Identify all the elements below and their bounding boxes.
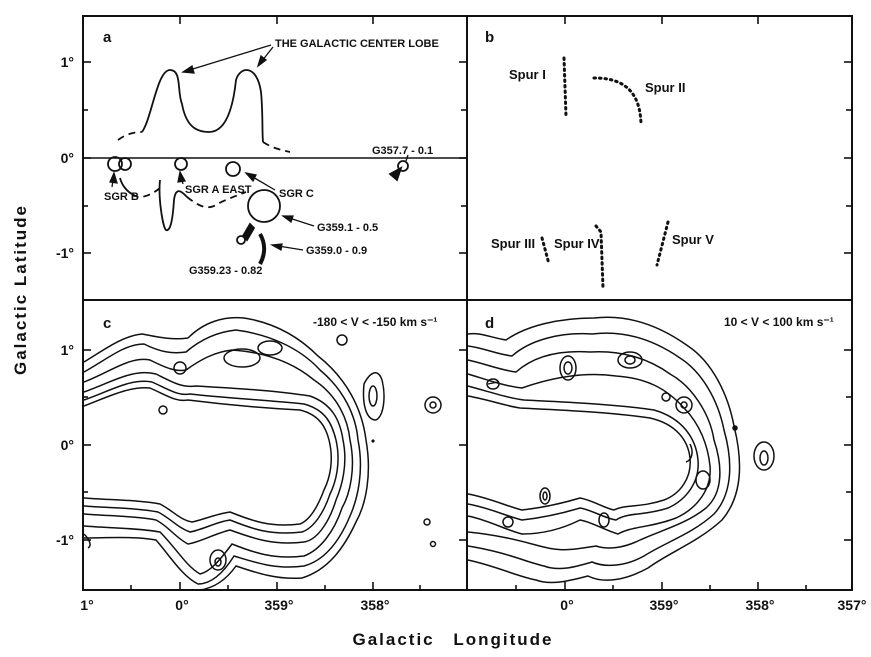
panel-d-cloud-contours bbox=[467, 316, 741, 584]
spur-3-trace bbox=[540, 236, 551, 266]
spur-2-label: Spur II bbox=[645, 80, 685, 95]
panel-frames bbox=[82, 15, 853, 591]
x-axis-title: Galactic Longitude bbox=[352, 630, 554, 649]
panel-d: d 10 < V < 100 km s⁻¹ bbox=[467, 315, 834, 584]
lon-tick-left-358: 358° bbox=[361, 597, 390, 613]
g359-1-marker bbox=[247, 189, 281, 223]
spur-3-label: Spur III bbox=[491, 236, 535, 251]
panel-d-small-contours bbox=[486, 351, 775, 528]
g359-1-label: G359.1 - 0.5 bbox=[317, 222, 378, 234]
panel-b: b Spur I Spur II Spur III Spur IV Spur V bbox=[485, 29, 714, 290]
lon-tick-right-0: 0° bbox=[560, 597, 573, 613]
panel-c: c -180 < V < -150 km s⁻¹ bbox=[83, 315, 442, 591]
panel-a: a THE GALACTIC CEN bbox=[83, 29, 467, 277]
panel-d-velocity: 10 < V < 100 km s⁻¹ bbox=[724, 315, 834, 329]
lobe-lower-solid bbox=[119, 177, 188, 231]
lon-tick-right-358: 358° bbox=[746, 597, 775, 613]
lat-tick-a-0: 0° bbox=[61, 150, 74, 166]
sgr-b-label: SGR B bbox=[104, 191, 139, 203]
sgr-b2-marker bbox=[118, 157, 132, 171]
sgr-a-east-marker bbox=[174, 157, 188, 171]
panel-c-small-contours bbox=[83, 334, 442, 571]
spur-4-trace bbox=[594, 224, 605, 290]
source-markers bbox=[107, 156, 409, 265]
panel-d-letter: d bbox=[485, 315, 494, 332]
g359-23-marker bbox=[236, 235, 246, 245]
g357-wedge bbox=[388, 166, 403, 182]
g359-23-label: G359.23 - 0.82 bbox=[189, 265, 262, 277]
g359-0-label: G359.0 - 0.9 bbox=[306, 245, 367, 257]
panel-a-labels: THE GALACTIC CENTER LOBE SGR B SGR A EAS… bbox=[104, 38, 439, 277]
spur-5-label: Spur V bbox=[672, 232, 714, 247]
panel-c-cloud-contours bbox=[83, 316, 370, 591]
sgr-a-east-label: SGR A EAST bbox=[185, 184, 252, 196]
spur-2-trace bbox=[592, 76, 643, 126]
lat-tick-c-p1: 1° bbox=[61, 342, 74, 358]
g357-label: G357.7 - 0.1 bbox=[372, 145, 433, 157]
sgr-c-label: SGR C bbox=[279, 188, 314, 200]
panel-a-letter: a bbox=[103, 29, 112, 46]
lobe-lower-dashed bbox=[131, 187, 247, 209]
panel-c-letter: c bbox=[103, 315, 111, 332]
lobe-upper-dashed bbox=[117, 131, 291, 153]
panel-b-letter: b bbox=[485, 29, 494, 46]
lon-tick-left-359: 359° bbox=[265, 597, 294, 613]
lat-tick-a-m1: -1° bbox=[56, 245, 74, 261]
panel-c-velocity: -180 < V < -150 km s⁻¹ bbox=[313, 315, 437, 329]
g357-marker bbox=[397, 160, 409, 172]
lobe-label: THE GALACTIC CENTER LOBE bbox=[275, 38, 439, 50]
lat-tick-a-p1: 1° bbox=[61, 54, 74, 70]
lon-tick-right-357: 357° bbox=[838, 597, 867, 613]
lon-tick-left-1: 1° bbox=[80, 597, 93, 613]
lon-tick-right-359: 359° bbox=[650, 597, 679, 613]
panel-b-frame bbox=[466, 15, 853, 301]
g359-0-arc bbox=[258, 232, 267, 265]
lat-tick-c-m1: -1° bbox=[56, 532, 74, 548]
spur-4-label: Spur IV bbox=[554, 236, 600, 251]
sgr-c-marker bbox=[225, 161, 241, 177]
lon-tick-left-0: 0° bbox=[175, 597, 188, 613]
spur-1-label: Spur I bbox=[509, 67, 546, 82]
spur-labels: Spur I Spur II Spur III Spur IV Spur V bbox=[491, 67, 714, 251]
lon-tick-labels: 1° 0° 359° 358° 0° 359° 358° 357° bbox=[80, 597, 866, 613]
sgr-b-marker bbox=[107, 156, 123, 172]
lobe-upper-solid bbox=[141, 69, 264, 143]
spur-traces bbox=[540, 56, 670, 290]
g359-23-wedge bbox=[241, 222, 256, 242]
lat-tick-c-0: 0° bbox=[61, 437, 74, 453]
label-arrows bbox=[109, 44, 409, 252]
spur-5-trace bbox=[655, 220, 670, 267]
y-axis-title: Galactic Latitude bbox=[11, 204, 30, 375]
spur-1-trace bbox=[562, 56, 568, 118]
lat-tick-labels: 1° 0° -1° 1° 0° -1° bbox=[56, 54, 74, 548]
